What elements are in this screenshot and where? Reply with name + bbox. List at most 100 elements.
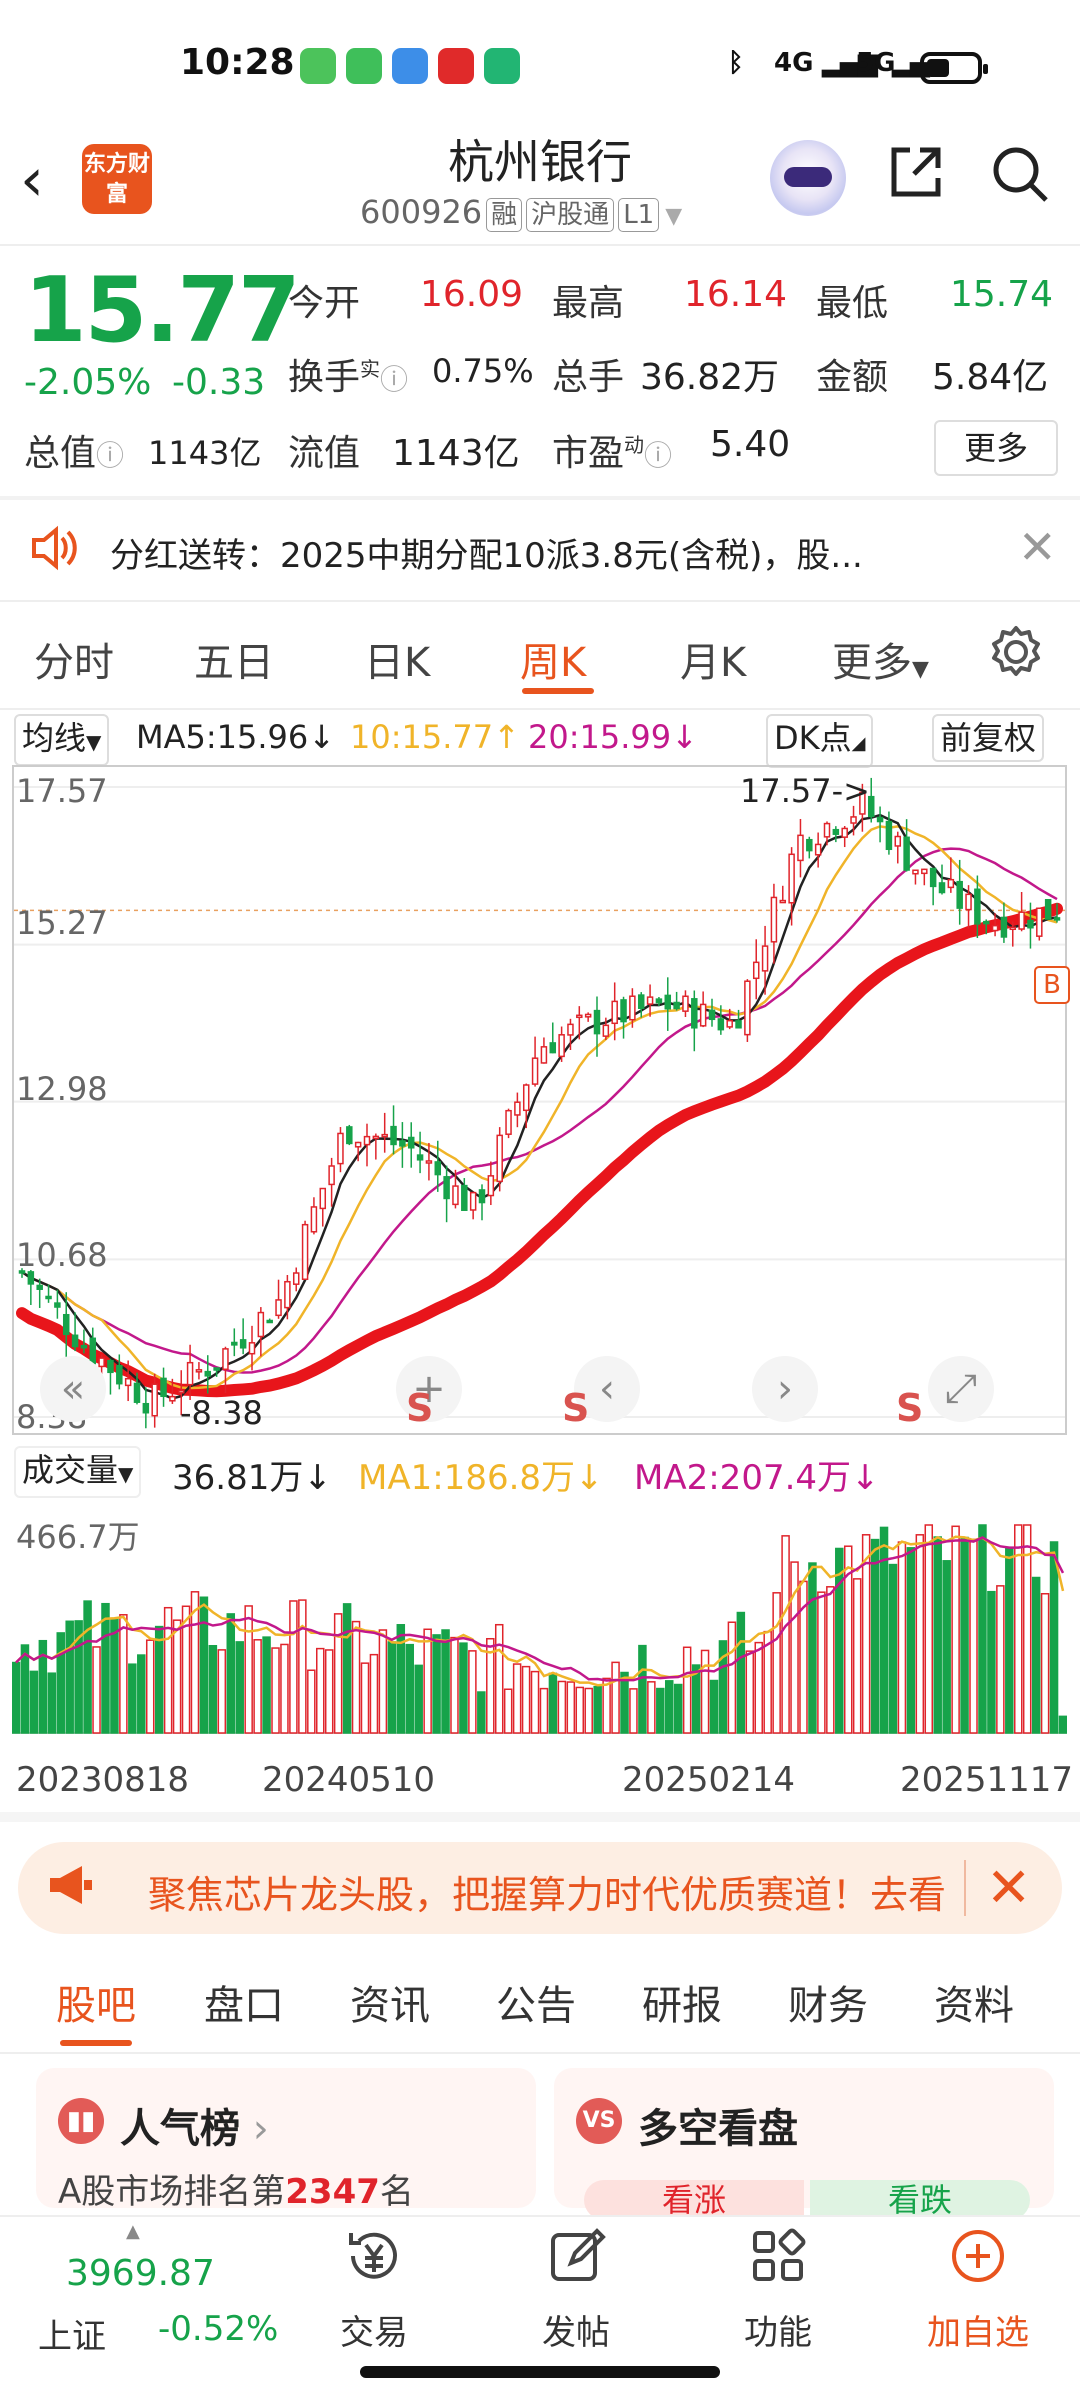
candle-body	[929, 867, 937, 888]
volume-bar	[244, 1605, 253, 1734]
back-icon[interactable]: ‹	[20, 145, 44, 215]
sell-marker: S	[896, 1386, 924, 1430]
search-icon[interactable]	[988, 142, 1052, 219]
volume-bar	[208, 1644, 218, 1734]
high-value: 16.14	[684, 274, 788, 315]
zoom-in-icon[interactable]: +	[396, 1356, 462, 1422]
tab-news[interactable]: 资讯	[350, 1983, 430, 2029]
volume-bar	[817, 1591, 826, 1734]
app-logo[interactable]: 东方财富	[82, 144, 152, 214]
tab-five-day[interactable]: 五日	[194, 640, 274, 686]
candle-body	[337, 1132, 344, 1165]
scroll-left-fast-icon[interactable]: «	[40, 1356, 106, 1422]
volume-ma1: MA1:186.8万↓	[358, 1458, 604, 1498]
tab-orderbook[interactable]: 盘口	[204, 1983, 284, 2029]
bear-button[interactable]: 看跌	[810, 2180, 1030, 2220]
tab-weekly-k[interactable]: 周K	[520, 640, 587, 686]
index-name[interactable]: 上证	[38, 2317, 106, 2357]
tab-forum[interactable]: 股吧	[56, 1983, 136, 2029]
fullscreen-icon[interactable]: ⤢	[928, 1356, 994, 1422]
candle-body	[142, 1402, 150, 1414]
y-tick-label: 10.68	[16, 1236, 108, 1274]
trade-button[interactable]: 交易	[274, 2225, 474, 2354]
volume-bar	[12, 1661, 21, 1734]
adjust-button[interactable]: 前复权	[932, 714, 1045, 762]
weather-app-icon	[392, 48, 428, 84]
scroll-right-icon[interactable]: ›	[752, 1356, 818, 1422]
candle-body	[301, 1223, 309, 1280]
ma-select[interactable]: 均线▼	[14, 714, 110, 766]
bluetooth-icon: ᛒ	[728, 48, 744, 78]
ma10-line	[21, 825, 1058, 1390]
scroll-left-icon[interactable]: ‹	[574, 1356, 640, 1422]
candle-body	[487, 1175, 495, 1197]
candle-body	[496, 1134, 503, 1183]
info-icon: ⓘ	[96, 439, 125, 472]
ma-long-line	[16, 902, 1063, 1398]
caret-down-icon[interactable]: ▼	[665, 204, 683, 229]
gear-icon[interactable]	[986, 622, 1046, 686]
promo-banner[interactable]: 聚焦芯片龙头股，把握算力时代优质赛道！去看 ✕	[18, 1842, 1062, 1934]
buy-marker[interactable]: B	[1034, 966, 1070, 1004]
volume-bar	[92, 1646, 101, 1734]
bull-button[interactable]: 看涨	[584, 2180, 804, 2220]
candle-body	[27, 1271, 35, 1285]
volume-bar	[835, 1547, 844, 1734]
tab-announcements[interactable]: 公告	[496, 1983, 576, 2029]
candle-body	[593, 1009, 601, 1035]
candle-body	[354, 1141, 362, 1148]
candle-body	[912, 869, 919, 875]
volume-bar	[718, 1640, 728, 1734]
index-value[interactable]: 3969.87	[66, 2253, 215, 2294]
candle-body	[1027, 919, 1034, 929]
more-quote-button[interactable]: 更多	[934, 420, 1058, 476]
apps-grid-icon	[678, 2225, 878, 2305]
share-icon[interactable]	[884, 140, 948, 217]
ranking-icon: ▮▮	[58, 2098, 104, 2144]
functions-button[interactable]: 功能	[678, 2225, 878, 2354]
volume-bar	[1022, 1524, 1032, 1734]
volume-bar	[575, 1686, 585, 1734]
volume-bar	[65, 1620, 74, 1734]
volume-chart[interactable]	[12, 1505, 1067, 1735]
volume-bar	[29, 1670, 39, 1734]
tab-monthly-k[interactable]: 月K	[680, 640, 747, 686]
tab-profile[interactable]: 资料	[934, 1983, 1014, 2029]
volume-bar	[253, 1639, 262, 1734]
home-indicator[interactable]	[360, 2366, 720, 2378]
candle-body	[558, 1034, 565, 1058]
index-change[interactable]: -0.52%	[158, 2309, 279, 2349]
tab-research[interactable]: 研报	[642, 1983, 722, 2029]
popularity-card[interactable]: ▮▮ 人气榜 › A股市场排名第2347名	[36, 2068, 536, 2212]
tab-more[interactable]: 更多▼	[832, 640, 929, 686]
dividend-notice[interactable]: 分红送转：2025中期分配10派3.8元(含税)，股... ✕	[0, 500, 1080, 600]
candle-body	[231, 1341, 238, 1346]
add-watchlist-button[interactable]: 加自选	[878, 2225, 1078, 2354]
ai-assistant-icon[interactable]	[770, 140, 846, 216]
kline-chart[interactable]	[12, 765, 1067, 1435]
tab-intraday[interactable]: 分时	[34, 640, 114, 686]
tab-financials[interactable]: 财务	[788, 1983, 868, 2029]
bull-bear-card[interactable]: VS 多空看盘 看涨 看跌	[554, 2068, 1054, 2220]
volume-bar	[978, 1524, 987, 1734]
candle-body	[372, 1135, 380, 1140]
ma10-value: 10:15.77↑	[350, 718, 520, 756]
volume-bar	[110, 1617, 119, 1734]
close-promo-icon[interactable]: ✕	[986, 1856, 1032, 1919]
date-label: 20250214	[622, 1760, 796, 1800]
dk-point-button[interactable]: DK点◢	[766, 714, 874, 768]
candle-body	[832, 828, 840, 835]
volume-bar	[736, 1611, 746, 1734]
candle-body	[956, 880, 963, 909]
candle-body	[788, 853, 795, 904]
candle-body	[248, 1342, 256, 1355]
caret-up-icon[interactable]: ▲	[126, 2221, 140, 2242]
volume-bar	[432, 1634, 441, 1734]
candle-body	[982, 920, 990, 925]
float-value: 1143亿	[392, 433, 520, 474]
close-notice-icon[interactable]: ✕	[1018, 520, 1057, 574]
post-button[interactable]: 发帖	[476, 2225, 676, 2354]
tab-daily-k[interactable]: 日K	[364, 640, 431, 686]
volume-select[interactable]: 成交量▼	[14, 1446, 142, 1498]
turnover-value: 0.75%	[432, 352, 534, 390]
